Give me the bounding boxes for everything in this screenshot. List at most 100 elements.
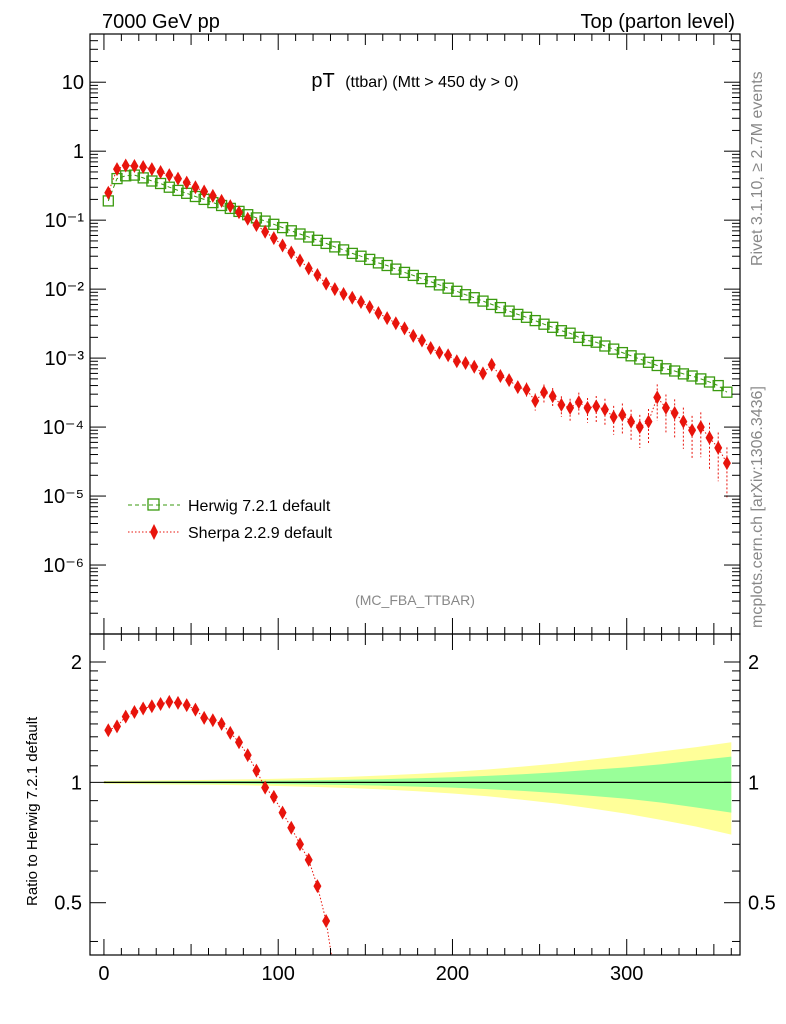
legend-sherpa-marker xyxy=(150,524,158,540)
legend-herwig-marker xyxy=(147,498,160,511)
herwig-point xyxy=(425,276,437,288)
herwig-point xyxy=(616,346,629,359)
sherpa-point xyxy=(618,407,627,422)
ratio-band-outer xyxy=(103,742,732,835)
sherpa-point xyxy=(444,348,453,363)
ratio-tick-label-right: 0.5 xyxy=(748,893,776,915)
sherpa-point xyxy=(252,218,261,233)
ratio-point xyxy=(174,695,183,710)
mcplots-label: mcplots.cern.ch [arXiv:1306.3436] xyxy=(749,386,766,628)
herwig-point xyxy=(712,379,724,392)
plot-title: pT (ttbar) (Mtt > 450 dy > 0) xyxy=(311,70,518,92)
herwig-line xyxy=(107,174,728,393)
herwig-point xyxy=(703,376,716,388)
herwig-point xyxy=(329,241,341,253)
herwig-point xyxy=(468,292,480,304)
herwig-point xyxy=(625,350,637,362)
herwig-point xyxy=(573,331,585,343)
sherpa-point xyxy=(566,400,575,415)
sherpa-point xyxy=(531,393,540,408)
sherpa-point xyxy=(478,366,487,381)
ratio-point xyxy=(261,780,270,795)
sherpa-point xyxy=(696,420,705,435)
sherpa-point xyxy=(627,414,636,429)
herwig-point xyxy=(494,301,507,314)
sherpa-point xyxy=(130,158,139,173)
sherpa-point xyxy=(452,354,461,369)
herwig-point xyxy=(555,325,568,337)
herwig-point xyxy=(520,311,533,323)
herwig-point xyxy=(634,353,646,365)
sherpa-point xyxy=(470,359,479,374)
ratio-point xyxy=(139,701,148,716)
sherpa-point xyxy=(600,402,609,417)
sherpa-point xyxy=(113,162,122,177)
ratio-point xyxy=(191,702,200,717)
herwig-point xyxy=(677,368,690,380)
herwig-point xyxy=(294,228,306,240)
ratio-point xyxy=(208,713,217,728)
sherpa-point xyxy=(409,328,418,343)
herwig-point xyxy=(268,218,280,230)
sherpa-point xyxy=(670,406,679,421)
sherpa-point xyxy=(287,245,296,260)
sherpa-point xyxy=(243,211,252,226)
herwig-point xyxy=(355,250,367,262)
sherpa-point xyxy=(653,390,662,405)
sherpa-point xyxy=(391,316,400,331)
ratio-band-inner xyxy=(103,756,732,813)
herwig-point xyxy=(390,263,402,275)
plot-title-sub: (ttbar) (Mtt > 450 dy > 0) xyxy=(345,74,518,91)
sherpa-point xyxy=(226,199,235,214)
ratio-frame xyxy=(89,633,741,956)
legend-herwig-label: Herwig 7.2.1 default xyxy=(188,498,331,515)
sherpa-point xyxy=(426,341,435,356)
herwig-point xyxy=(459,289,472,301)
ratio-ylabel: Ratio to Herwig 7.2.1 default xyxy=(24,716,41,906)
herwig-point xyxy=(381,259,393,272)
ratio-point xyxy=(182,698,191,713)
sherpa-point xyxy=(522,382,531,397)
sherpa-point xyxy=(313,268,322,283)
ratio-band xyxy=(103,742,732,835)
herwig-point xyxy=(398,266,411,279)
y-tick-label: 10⁻³ xyxy=(45,348,85,370)
sherpa-point xyxy=(487,357,496,372)
y-tick-label: 10⁻⁶ xyxy=(43,555,84,577)
ratio-tick-label-left: 1 xyxy=(71,772,82,794)
sherpa-point xyxy=(182,175,191,190)
ratio-point xyxy=(313,879,322,894)
ratio-point xyxy=(295,837,304,852)
ratio-tick-label-right: 1 xyxy=(748,772,759,794)
herwig-point xyxy=(451,285,463,297)
herwig-point xyxy=(285,225,297,237)
sherpa-point xyxy=(139,159,148,174)
sherpa-point xyxy=(688,423,697,438)
herwig-point xyxy=(686,370,698,382)
herwig-point xyxy=(433,279,446,291)
herwig-point xyxy=(651,359,663,372)
ratio-point xyxy=(104,723,113,738)
sherpa-point xyxy=(583,400,592,415)
herwig-point xyxy=(416,272,428,285)
herwig-point xyxy=(581,334,594,347)
sherpa-point xyxy=(200,184,209,199)
herwig-point xyxy=(486,298,498,311)
herwig-point xyxy=(512,308,524,321)
sherpa-line xyxy=(107,164,728,464)
sherpa-point xyxy=(435,345,444,360)
sherpa-point xyxy=(374,306,383,321)
sherpa-point xyxy=(592,399,601,414)
sherpa-point xyxy=(217,193,226,208)
sherpa-point xyxy=(208,188,217,203)
y-tick-label: 10⁻¹ xyxy=(45,210,85,232)
x-tick-label: 200 xyxy=(436,963,469,985)
herwig-point xyxy=(320,237,332,250)
sherpa-point xyxy=(539,385,548,400)
ratio-point xyxy=(156,697,165,712)
legend: Herwig 7.2.1 default Sherpa 2.2.9 defaul… xyxy=(128,498,333,542)
ratio-point xyxy=(269,789,278,804)
sherpa-point xyxy=(269,231,278,246)
